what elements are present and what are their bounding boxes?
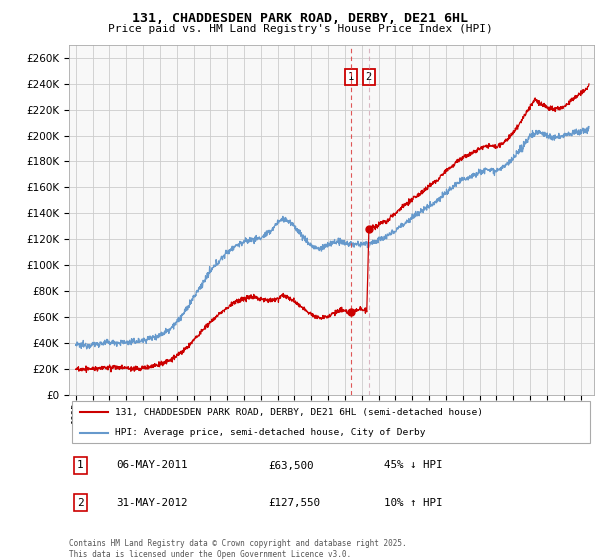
FancyBboxPatch shape xyxy=(71,401,590,444)
Text: 131, CHADDESDEN PARK ROAD, DERBY, DE21 6HL (semi-detached house): 131, CHADDESDEN PARK ROAD, DERBY, DE21 6… xyxy=(115,408,483,417)
Text: 10% ↑ HPI: 10% ↑ HPI xyxy=(384,498,443,507)
Text: Price paid vs. HM Land Registry's House Price Index (HPI): Price paid vs. HM Land Registry's House … xyxy=(107,24,493,34)
Text: 131, CHADDESDEN PARK ROAD, DERBY, DE21 6HL: 131, CHADDESDEN PARK ROAD, DERBY, DE21 6… xyxy=(132,12,468,25)
Text: HPI: Average price, semi-detached house, City of Derby: HPI: Average price, semi-detached house,… xyxy=(115,428,426,437)
Text: 45% ↓ HPI: 45% ↓ HPI xyxy=(384,460,443,470)
Text: 2: 2 xyxy=(366,72,372,82)
Text: 2: 2 xyxy=(77,498,84,507)
Text: 1: 1 xyxy=(77,460,84,470)
Text: £127,550: £127,550 xyxy=(269,498,320,507)
Text: 1: 1 xyxy=(348,72,354,82)
Text: £63,500: £63,500 xyxy=(269,460,314,470)
Text: 31-MAY-2012: 31-MAY-2012 xyxy=(116,498,188,507)
Text: Contains HM Land Registry data © Crown copyright and database right 2025.
This d: Contains HM Land Registry data © Crown c… xyxy=(69,539,407,559)
Text: 06-MAY-2011: 06-MAY-2011 xyxy=(116,460,188,470)
